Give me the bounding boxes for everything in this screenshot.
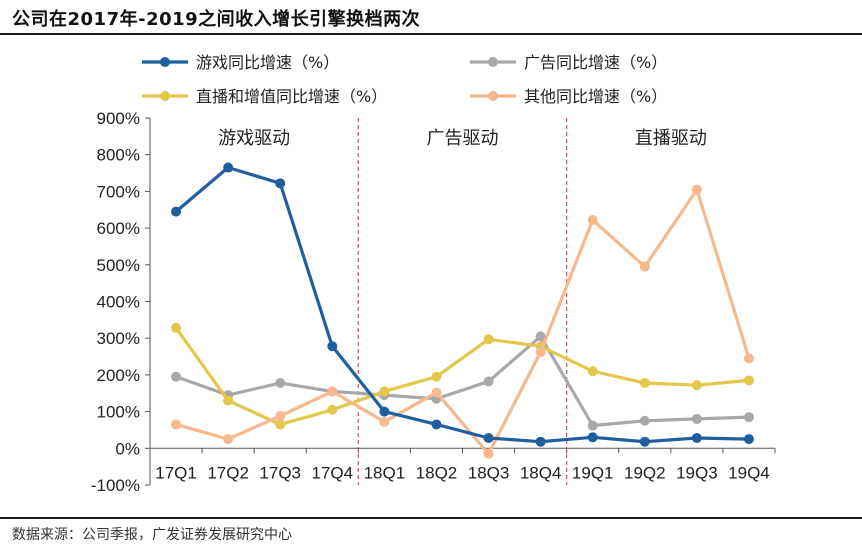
data-point	[587, 420, 598, 431]
title-divider	[0, 33, 862, 35]
series-line	[174, 326, 751, 426]
region-label: 游戏驱动	[218, 128, 290, 149]
y-tick-label: 0%	[115, 439, 140, 458]
legend-label: 广告同比增速（%）	[524, 53, 667, 72]
data-point	[327, 341, 338, 352]
chart-title: 公司在2017年-2019之间收入增长引擎换档两次	[12, 9, 421, 30]
legend-label: 其他同比增速（%）	[524, 87, 667, 106]
data-point	[275, 419, 286, 430]
series-line	[174, 165, 751, 444]
data-point	[639, 436, 650, 447]
legend-label: 直播和增值同比增速（%）	[196, 87, 387, 106]
x-tick-label: 18Q4	[520, 463, 562, 482]
data-point	[171, 206, 182, 217]
data-point	[483, 433, 494, 444]
data-point	[431, 387, 442, 398]
x-tick-label: 17Q1	[155, 463, 197, 482]
data-point	[483, 334, 494, 345]
data-point	[379, 406, 390, 417]
data-point	[275, 377, 286, 388]
region-label: 广告驱动	[427, 128, 499, 149]
data-point	[379, 416, 390, 427]
series-3	[171, 184, 754, 459]
series-0	[171, 162, 754, 447]
footer-divider	[0, 517, 862, 519]
y-tick-label: 900%	[97, 109, 140, 128]
data-point	[743, 353, 754, 364]
data-point	[223, 162, 234, 173]
series-line	[174, 188, 751, 456]
x-tick-label: 17Q4	[311, 463, 353, 482]
x-tick-label: 18Q1	[364, 463, 406, 482]
data-point	[691, 413, 702, 424]
data-point	[327, 386, 338, 397]
data-point	[431, 371, 442, 382]
y-tick-label: 800%	[97, 146, 140, 165]
data-point	[483, 376, 494, 387]
series-line	[174, 334, 751, 428]
y-tick-label: 300%	[97, 329, 140, 348]
y-tick-label: 200%	[97, 366, 140, 385]
y-tick-label: 500%	[97, 256, 140, 275]
data-point	[587, 432, 598, 443]
source-note: 数据来源：公司季报，广发证券发展研究中心	[12, 527, 292, 543]
x-tick-label: 19Q1	[572, 463, 614, 482]
legend-item: 广告同比增速（%）	[470, 53, 667, 72]
data-point	[691, 184, 702, 195]
legend-item: 直播和增值同比增速（%）	[142, 87, 387, 106]
data-point	[223, 434, 234, 445]
x-tick-label: 19Q4	[728, 463, 770, 482]
data-point	[639, 261, 650, 272]
x-tick-label: 17Q3	[259, 463, 301, 482]
data-point	[431, 419, 442, 430]
x-tick-label: 17Q2	[207, 463, 249, 482]
y-tick-label: -100%	[91, 476, 140, 495]
data-point	[743, 412, 754, 423]
data-point	[535, 347, 546, 358]
y-tick-label: 400%	[97, 293, 140, 312]
x-tick-label: 18Q3	[468, 463, 510, 482]
y-tick-label: 600%	[97, 219, 140, 238]
x-tick-label: 19Q2	[624, 463, 666, 482]
x-tick-label: 19Q3	[676, 463, 718, 482]
data-point	[743, 434, 754, 445]
series-2	[171, 322, 754, 430]
region-label: 直播驱动	[635, 128, 707, 149]
data-point	[587, 215, 598, 226]
y-tick-label: 100%	[97, 403, 140, 422]
data-point	[327, 404, 338, 415]
data-point	[639, 377, 650, 388]
data-point	[743, 375, 754, 386]
data-point	[483, 448, 494, 459]
data-point	[691, 380, 702, 391]
data-point	[223, 395, 234, 406]
data-point	[275, 178, 286, 189]
data-point	[275, 411, 286, 422]
legend-swatch-marker	[160, 91, 170, 101]
data-point	[587, 366, 598, 377]
y-tick-label: 700%	[97, 182, 140, 201]
data-point	[535, 331, 546, 342]
data-point	[171, 419, 182, 430]
legend-swatch-marker	[488, 91, 498, 101]
data-point	[691, 433, 702, 444]
x-tick-label: 18Q2	[416, 463, 458, 482]
data-point	[379, 386, 390, 397]
data-point	[535, 436, 546, 447]
legend-item: 其他同比增速（%）	[470, 87, 667, 106]
data-point	[171, 371, 182, 382]
legend-swatch-marker	[160, 57, 170, 67]
data-point	[171, 322, 182, 333]
legend-label: 游戏同比增速（%）	[196, 53, 339, 72]
legend-item: 游戏同比增速（%）	[142, 53, 339, 72]
legend-swatch-marker	[488, 57, 498, 67]
data-point	[639, 415, 650, 426]
